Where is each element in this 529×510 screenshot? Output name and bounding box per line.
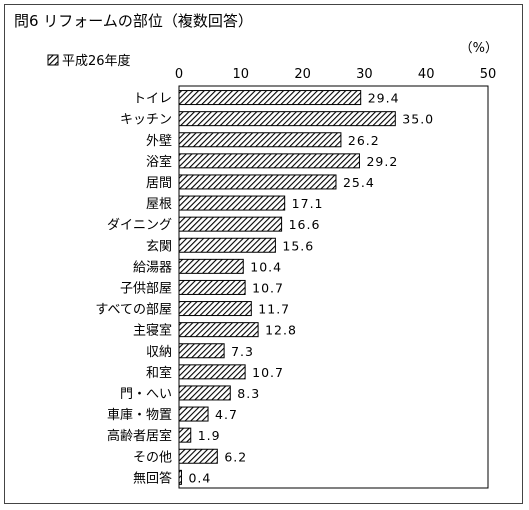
bar (178, 258, 244, 274)
category-label: キッチン (120, 113, 172, 128)
bar (178, 111, 396, 127)
legend: 平成26年度 (47, 53, 131, 69)
category-label: 車庫・物置 (107, 408, 172, 423)
category-label: ダイニング (107, 218, 172, 233)
category-label: 無回答 (133, 470, 172, 486)
bar (178, 132, 342, 148)
bar (178, 301, 252, 317)
x-tick-label: 0 (175, 67, 183, 82)
bar (178, 174, 337, 190)
category-label: トイレ (133, 92, 172, 107)
x-tick-labels: 0 10 20 30 40 50 (175, 67, 496, 82)
category-label: 子供部屋 (120, 281, 172, 296)
bar (178, 279, 246, 295)
category-label: 浴室 (146, 154, 172, 170)
x-tick-label: 10 (233, 67, 250, 82)
bar-value-label: 17.1 (292, 196, 324, 211)
bar-value-label: 10.4 (250, 259, 282, 274)
bar-value-label: 1.9 (198, 428, 221, 443)
bar-value-label: 25.4 (343, 175, 375, 190)
bar-value-label: 29.4 (368, 91, 400, 106)
bar (178, 469, 182, 485)
x-tick-label: 30 (356, 67, 373, 82)
bar-value-label: 7.3 (231, 344, 254, 359)
x-tick-label: 50 (480, 67, 497, 82)
bar (178, 216, 283, 232)
bar-value-label: 10.7 (252, 365, 284, 380)
x-tick-label: 20 (294, 67, 311, 82)
chart-title: 問6 リフォームの部位（複数回答） (14, 12, 253, 30)
bar (178, 195, 286, 211)
unit-label: （%） (460, 41, 498, 56)
bar-value-label: 29.2 (366, 154, 398, 169)
bar-value-label: 6.2 (224, 449, 247, 464)
category-label: 外壁 (146, 134, 172, 149)
bar-value-label: 12.8 (265, 323, 297, 338)
category-label: 門・へい (120, 387, 172, 402)
category-label: 給湯器 (133, 260, 172, 275)
bar-value-label: 0.4 (188, 470, 211, 485)
value-labels: 29.435.0 26.2 29.2 25.4 17.1 16.6 15.610.4 10.7… (188, 91, 434, 486)
bar (178, 364, 246, 380)
bar (178, 343, 225, 359)
bar (178, 90, 362, 106)
bar (178, 427, 192, 443)
category-label: その他 (133, 450, 172, 465)
bar-value-label: 16.6 (289, 217, 321, 232)
bar-value-label: 15.6 (282, 238, 314, 253)
category-label: 収納 (146, 345, 172, 360)
bar-value-label: 8.3 (237, 386, 260, 401)
category-label: 屋根 (146, 197, 172, 212)
bar (178, 322, 259, 338)
bar (178, 448, 218, 464)
category-label: すべての部屋 (95, 303, 172, 318)
bar (178, 237, 276, 253)
bar (178, 153, 360, 169)
bar (178, 385, 231, 401)
category-label: 玄関 (146, 239, 172, 254)
bar (178, 406, 209, 422)
legend-label: 平成26年度 (62, 53, 131, 69)
chart-frame (4, 4, 523, 504)
category-label: 主寝室 (133, 323, 172, 339)
bar-value-label: 35.0 (402, 112, 434, 127)
category-label: 和室 (146, 365, 172, 381)
legend-swatch (47, 54, 59, 66)
category-labels: トイレキッチン外壁浴室居間屋根ダイニング玄関給湯器子供部屋すべての部屋主寝室収納… (95, 92, 172, 487)
bar-value-label: 26.2 (348, 133, 380, 148)
x-tick-label: 40 (418, 67, 435, 82)
bar-value-label: 11.7 (258, 302, 290, 317)
category-label: 高齢者居室 (107, 428, 172, 444)
bar-value-label: 4.7 (215, 407, 238, 422)
bar-value-label: 10.7 (252, 280, 284, 295)
bars (178, 90, 396, 485)
category-label: 居間 (146, 176, 172, 191)
